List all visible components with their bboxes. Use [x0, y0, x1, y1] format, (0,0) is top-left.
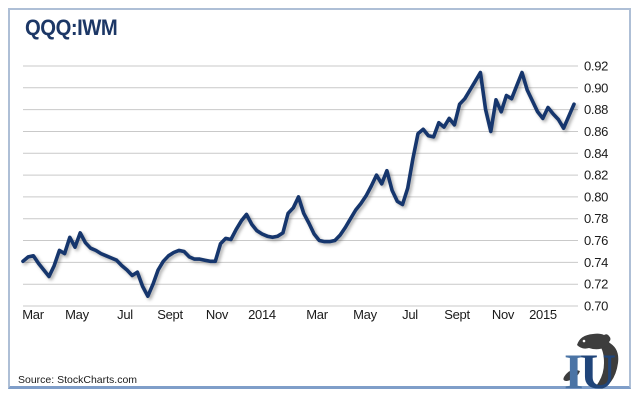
x-axis-tick-label: Jul: [402, 307, 418, 322]
x-axis-tick-label: Mar: [306, 307, 328, 322]
y-axis-tick-label: 0.74: [584, 255, 608, 270]
chart-frame: [8, 8, 631, 389]
price-ratio-line: [21, 70, 576, 299]
y-axis-tick-label: 0.90: [584, 80, 608, 95]
publisher-logo: I U: [563, 333, 619, 392]
x-axis-tick-label: Nov: [492, 307, 515, 322]
x-axis-tick-label: 2015: [529, 307, 557, 322]
chart-title: QQQ:IWM: [25, 15, 118, 40]
chart-y-axis-labels: 0.92 0.90 0.88 0.86 0.84 0.82 0.80 0.78 0.76 0.74…: [584, 59, 608, 314]
y-axis-tick-label: 0.84: [584, 146, 608, 161]
x-axis-tick-label: May: [65, 307, 89, 322]
y-axis-tick-label: 0.76: [584, 233, 608, 248]
y-axis-tick-label: 0.78: [584, 211, 608, 226]
y-axis-tick-label: 0.70: [584, 299, 608, 314]
logo-letter-u: U: [580, 343, 616, 392]
logo-letter-i: I: [564, 343, 583, 392]
x-axis-tick-label: Mar: [22, 307, 44, 322]
x-axis-tick-label: Sept: [157, 307, 183, 322]
y-axis-tick-label: 0.82: [584, 168, 608, 183]
x-axis-tick-label: Sept: [444, 307, 470, 322]
x-axis-tick-label: 2014: [248, 307, 276, 322]
y-axis-tick-label: 0.92: [584, 59, 608, 74]
source-credit: Source: StockCharts.com: [18, 374, 138, 386]
y-axis-tick-label: 0.88: [584, 102, 608, 117]
x-axis-tick-label: Jul: [117, 307, 133, 322]
y-axis-tick-label: 0.86: [584, 124, 608, 139]
x-axis-tick-label: Nov: [206, 307, 229, 322]
x-axis-tick-label: May: [353, 307, 377, 322]
chart-x-axis-labels: Mar May Jul Sept Nov 2014 Mar May Jul Sept Nov 2015: [22, 307, 557, 322]
bear-icon: [563, 333, 619, 389]
y-axis-tick-label: 0.72: [584, 277, 608, 292]
y-axis-tick-label: 0.80: [584, 189, 608, 204]
